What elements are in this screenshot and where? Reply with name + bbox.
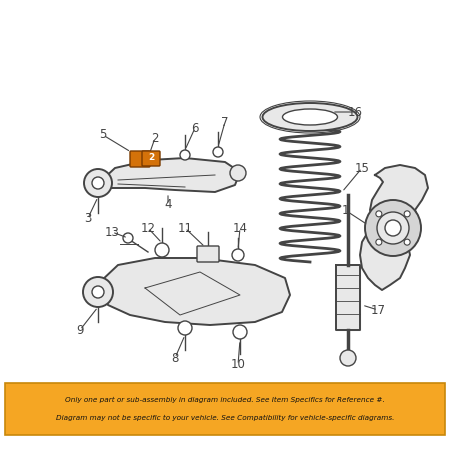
Text: 3: 3: [84, 212, 92, 225]
Text: 8: 8: [171, 351, 179, 364]
Circle shape: [404, 211, 410, 217]
Text: 2: 2: [151, 131, 159, 144]
Polygon shape: [360, 165, 428, 290]
Circle shape: [178, 321, 192, 335]
Circle shape: [404, 239, 410, 245]
Circle shape: [376, 211, 382, 217]
Bar: [5, 383, 445, 435]
Text: 4: 4: [164, 198, 172, 211]
Circle shape: [385, 220, 401, 236]
Circle shape: [232, 249, 244, 261]
FancyBboxPatch shape: [130, 151, 150, 167]
Text: 16: 16: [347, 105, 363, 118]
Circle shape: [230, 165, 246, 181]
Text: Only one part or sub-assembly in diagram included. See Item Specifics for Refere: Only one part or sub-assembly in diagram…: [65, 397, 385, 403]
Circle shape: [123, 233, 133, 243]
Circle shape: [233, 325, 247, 339]
Circle shape: [376, 239, 382, 245]
Text: Diagram may not be specific to your vehicle. See Compatibility for vehicle-speci: Diagram may not be specific to your vehi…: [56, 415, 394, 421]
FancyBboxPatch shape: [142, 151, 160, 166]
Circle shape: [92, 286, 104, 298]
Circle shape: [340, 350, 356, 366]
Circle shape: [213, 147, 223, 157]
Polygon shape: [336, 265, 360, 330]
Text: 14: 14: [233, 221, 248, 234]
Text: 2: 2: [148, 153, 154, 162]
Circle shape: [155, 243, 169, 257]
FancyBboxPatch shape: [197, 246, 219, 262]
Ellipse shape: [262, 103, 357, 131]
Text: 1: 1: [341, 203, 349, 216]
Circle shape: [365, 200, 421, 256]
Circle shape: [83, 277, 113, 307]
Text: 5: 5: [99, 129, 107, 141]
Text: 10: 10: [230, 359, 245, 372]
Text: 6: 6: [191, 122, 199, 135]
Circle shape: [377, 212, 409, 244]
Text: 7: 7: [221, 116, 229, 129]
Circle shape: [92, 177, 104, 189]
Text: 11: 11: [177, 221, 193, 234]
Circle shape: [180, 150, 190, 160]
Text: 13: 13: [104, 225, 119, 238]
Text: 12: 12: [140, 221, 156, 234]
Text: 17: 17: [370, 303, 386, 316]
Ellipse shape: [283, 109, 338, 125]
Polygon shape: [100, 258, 290, 325]
Polygon shape: [100, 158, 240, 192]
Text: 9: 9: [76, 324, 84, 337]
Circle shape: [84, 169, 112, 197]
Text: 15: 15: [355, 162, 369, 175]
